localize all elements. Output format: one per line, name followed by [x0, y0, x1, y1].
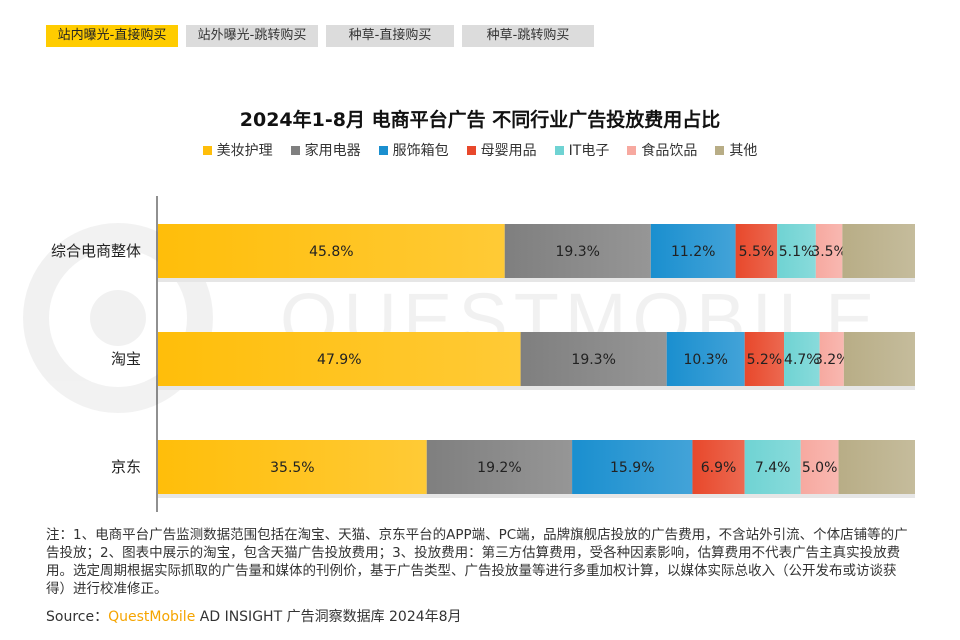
bar-segment — [843, 332, 915, 386]
chart-legend: 美妆护理 家用电器 服饰箱包 母婴用品 IT电子 食品饮品 其他 — [0, 140, 960, 160]
data-label: 47.9% — [317, 352, 361, 368]
bar-segment — [158, 224, 505, 278]
footnote: 注：1、电商平台广告监测数据范围包括在淘宝、天猫、京东平台的APP端、PC端，品… — [46, 527, 908, 597]
legend-swatch — [290, 145, 300, 155]
bar-segment — [692, 440, 745, 494]
bar-segment — [666, 332, 745, 386]
legend-item: 母婴用品 — [466, 140, 537, 160]
tab-bar: 站内曝光-直接购买 站外曝光-跳转购买 种草-直接购买 种草-跳转购买 — [46, 25, 594, 47]
data-label: 7.4% — [755, 460, 791, 476]
legend-label: 美妆护理 — [216, 143, 273, 159]
data-label: 19.3% — [571, 352, 615, 368]
bar-shadow — [158, 386, 915, 390]
legend-swatch — [378, 145, 388, 155]
data-label: 3.2% — [814, 352, 850, 368]
legend-label: 其他 — [729, 143, 758, 159]
legend-swatch — [627, 145, 637, 155]
category-label: 综合电商整体 — [51, 242, 141, 260]
bars-layer: 45.8% 19.3% 11.2% 5.5% 5.1%3.5% 47.9% 19.3% 10.… — [158, 224, 915, 498]
bar-segment — [158, 440, 427, 494]
data-label: 4.7% — [784, 352, 820, 368]
bar-segment — [842, 224, 915, 278]
source-rest: AD INSIGHT 广告洞察数据库 2024年8月 — [195, 609, 462, 625]
category-label: 京东 — [111, 458, 141, 476]
data-label: 11.2% — [671, 244, 715, 260]
bar-shadow — [158, 278, 915, 282]
bar-segment — [572, 440, 693, 494]
data-label: 5.2% — [747, 352, 783, 368]
data-label: 6.9% — [701, 460, 737, 476]
legend-swatch — [715, 145, 725, 155]
bar-segment — [504, 224, 651, 278]
source-prefix: Source： — [46, 609, 109, 625]
bar-segment — [819, 332, 844, 386]
data-label: 19.3% — [556, 244, 600, 260]
bar-segment — [735, 224, 778, 278]
bar-segment — [426, 440, 573, 494]
tab-onsite-direct[interactable]: 站内曝光-直接购买 — [46, 25, 178, 47]
tab-offsite-redirect[interactable]: 站外曝光-跳转购买 — [186, 25, 318, 47]
bar-shadow — [158, 494, 915, 498]
legend-item: 家用电器 — [290, 140, 361, 160]
data-label: 10.3% — [683, 352, 727, 368]
legend-label: IT电子 — [568, 143, 610, 159]
legend-swatch — [202, 145, 212, 155]
legend-label: 服饰箱包 — [392, 143, 449, 159]
data-label: 3.5% — [811, 244, 847, 260]
source-brand: QuestMobile — [108, 609, 196, 625]
legend-swatch — [554, 145, 564, 155]
data-label: 5.5% — [739, 244, 775, 260]
legend-item: 美妆护理 — [202, 140, 273, 160]
legend-item: IT电子 — [554, 140, 610, 160]
data-label: 5.0% — [802, 460, 838, 476]
data-label: 35.5% — [270, 460, 314, 476]
category-label: 淘宝 — [111, 350, 141, 368]
bar-segment — [777, 224, 816, 278]
source-line: Source：QuestMobile AD INSIGHT 广告洞察数据库 20… — [46, 606, 462, 626]
bar-segment — [158, 332, 521, 386]
bar-segment — [650, 224, 736, 278]
bar-segment — [520, 332, 667, 386]
legend-label: 食品饮品 — [641, 143, 698, 159]
legend-item: 服饰箱包 — [378, 140, 449, 160]
bar-segment — [744, 332, 785, 386]
chart-title: 2024年1-8月 电商平台广告 不同行业广告投放费用占比 — [239, 109, 721, 131]
bar-segment — [800, 440, 839, 494]
data-label: 45.8% — [309, 244, 353, 260]
legend-label: 母婴用品 — [480, 143, 537, 159]
tab-seeding-direct[interactable]: 种草-直接购买 — [326, 25, 454, 47]
legend-item: 其他 — [715, 140, 757, 160]
data-label: 15.9% — [610, 460, 654, 476]
bar-segment — [815, 224, 843, 278]
legend-item: 食品饮品 — [627, 140, 697, 160]
bar-segment — [784, 332, 820, 386]
data-label: 5.1% — [779, 244, 815, 260]
legend-swatch — [466, 145, 476, 155]
data-label: 19.2% — [477, 460, 521, 476]
tab-seeding-redirect[interactable]: 种草-跳转购买 — [462, 25, 594, 47]
bar-segment — [744, 440, 801, 494]
legend-label: 家用电器 — [304, 143, 361, 159]
bar-segment — [838, 440, 915, 494]
